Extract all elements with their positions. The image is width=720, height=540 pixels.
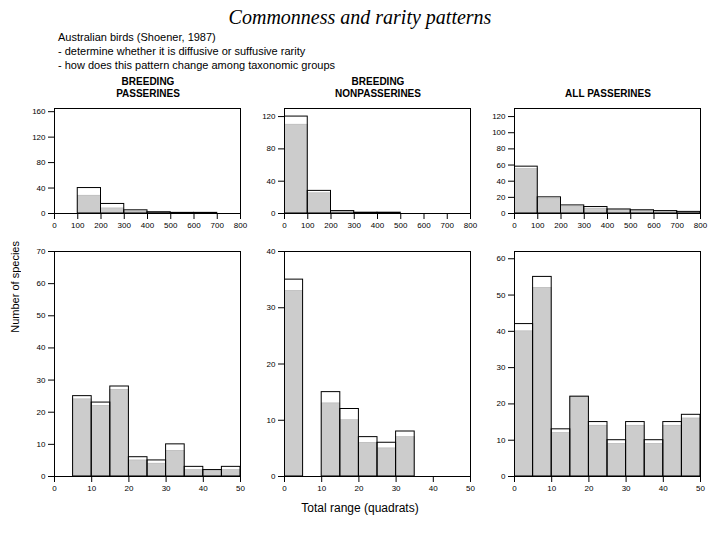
svg-text:40: 40 bbox=[37, 343, 46, 352]
svg-text:0: 0 bbox=[52, 484, 57, 493]
svg-text:10: 10 bbox=[267, 416, 276, 425]
svg-text:30: 30 bbox=[497, 363, 506, 372]
svg-text:70: 70 bbox=[37, 247, 46, 256]
svg-text:200: 200 bbox=[554, 221, 568, 230]
svg-text:300: 300 bbox=[348, 221, 362, 230]
html-text:Australian birds (Shoener, 198: Australian birds (Shoener, 1987) bbox=[58, 31, 216, 43]
svg-text:30: 30 bbox=[622, 484, 631, 493]
svg-text:20: 20 bbox=[124, 484, 133, 493]
svg-text:40: 40 bbox=[267, 247, 276, 256]
svg-text:10: 10 bbox=[547, 484, 556, 493]
svg-text:800: 800 bbox=[694, 221, 708, 230]
svg-text:40: 40 bbox=[497, 177, 506, 186]
svg-text:100: 100 bbox=[71, 221, 85, 230]
svg-text:40: 40 bbox=[267, 177, 276, 186]
svg-text:400: 400 bbox=[141, 221, 155, 230]
svg-text:20: 20 bbox=[267, 360, 276, 369]
svg-text:0: 0 bbox=[501, 209, 506, 218]
svg-text:200: 200 bbox=[94, 221, 108, 230]
svg-text:100: 100 bbox=[301, 221, 315, 230]
html-text:BREEDING NONPASSERINES: BREEDING NONPASSERINES bbox=[335, 76, 421, 99]
svg-text:120: 120 bbox=[262, 112, 276, 121]
svg-text:20: 20 bbox=[584, 484, 593, 493]
svg-text:30: 30 bbox=[37, 376, 46, 385]
svg-text:10: 10 bbox=[87, 484, 96, 493]
html-text:Total range (quadrats): Total range (quadrats) bbox=[301, 501, 419, 515]
svg-text:40: 40 bbox=[37, 184, 46, 193]
svg-text:600: 600 bbox=[187, 221, 201, 230]
svg-text:0: 0 bbox=[271, 209, 276, 218]
svg-text:0: 0 bbox=[282, 221, 287, 230]
svg-text:700: 700 bbox=[211, 221, 225, 230]
html-text:Commonness and rarity patterns: Commonness and rarity patterns bbox=[228, 6, 492, 28]
svg-text:20: 20 bbox=[497, 399, 506, 408]
svg-text:600: 600 bbox=[647, 221, 661, 230]
svg-text:80: 80 bbox=[497, 144, 506, 153]
svg-text:0: 0 bbox=[512, 221, 517, 230]
svg-text:120: 120 bbox=[492, 112, 506, 121]
svg-text:100: 100 bbox=[531, 221, 545, 230]
svg-text:800: 800 bbox=[464, 221, 478, 230]
svg-text:0: 0 bbox=[41, 472, 46, 481]
svg-text:40: 40 bbox=[199, 484, 208, 493]
svg-text:400: 400 bbox=[601, 221, 615, 230]
svg-text:50: 50 bbox=[696, 484, 705, 493]
svg-text:10: 10 bbox=[317, 484, 326, 493]
svg-text:0: 0 bbox=[52, 221, 57, 230]
svg-text:160: 160 bbox=[32, 107, 46, 116]
svg-text:500: 500 bbox=[624, 221, 638, 230]
svg-text:400: 400 bbox=[371, 221, 385, 230]
svg-text:0: 0 bbox=[501, 472, 506, 481]
html-text:- determine whether it is diff: - determine whether it is diffusive or s… bbox=[58, 45, 306, 57]
html-text:ALL PASSERINES: ALL PASSERINES bbox=[565, 88, 651, 99]
svg-text:300: 300 bbox=[118, 221, 132, 230]
svg-text:30: 30 bbox=[162, 484, 171, 493]
html-text:- how does this pattern change: - how does this pattern change among tax… bbox=[58, 59, 335, 71]
svg-text:80: 80 bbox=[267, 144, 276, 153]
svg-text:500: 500 bbox=[394, 221, 408, 230]
svg-text:80: 80 bbox=[37, 158, 46, 167]
svg-text:60: 60 bbox=[497, 254, 506, 263]
svg-text:700: 700 bbox=[441, 221, 455, 230]
svg-text:50: 50 bbox=[497, 291, 506, 300]
svg-text:50: 50 bbox=[466, 484, 475, 493]
svg-text:10: 10 bbox=[37, 440, 46, 449]
svg-text:40: 40 bbox=[429, 484, 438, 493]
svg-text:300: 300 bbox=[578, 221, 592, 230]
svg-text:40: 40 bbox=[659, 484, 668, 493]
svg-text:40: 40 bbox=[497, 327, 506, 336]
svg-text:0: 0 bbox=[271, 472, 276, 481]
svg-text:30: 30 bbox=[267, 303, 276, 312]
svg-text:700: 700 bbox=[671, 221, 685, 230]
html-text:Number of species: Number of species bbox=[9, 241, 21, 333]
svg-text:20: 20 bbox=[37, 408, 46, 417]
svg-text:60: 60 bbox=[497, 161, 506, 170]
svg-text:0: 0 bbox=[41, 209, 46, 218]
svg-text:20: 20 bbox=[354, 484, 363, 493]
svg-text:10: 10 bbox=[497, 436, 506, 445]
svg-text:800: 800 bbox=[234, 221, 248, 230]
svg-text:0: 0 bbox=[512, 484, 517, 493]
svg-text:600: 600 bbox=[417, 221, 431, 230]
svg-text:60: 60 bbox=[37, 279, 46, 288]
svg-text:50: 50 bbox=[37, 311, 46, 320]
svg-text:30: 30 bbox=[392, 484, 401, 493]
svg-text:100: 100 bbox=[492, 128, 506, 137]
svg-text:50: 50 bbox=[236, 484, 245, 493]
svg-text:120: 120 bbox=[32, 133, 46, 142]
html-text:BREEDING PASSERINES: BREEDING PASSERINES bbox=[116, 76, 180, 99]
svg-text:500: 500 bbox=[164, 221, 178, 230]
svg-text:20: 20 bbox=[497, 193, 506, 202]
svg-text:200: 200 bbox=[324, 221, 338, 230]
svg-text:0: 0 bbox=[282, 484, 287, 493]
